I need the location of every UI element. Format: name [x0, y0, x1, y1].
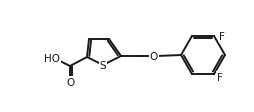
Text: S: S [99, 60, 106, 70]
Text: F: F [218, 32, 224, 42]
Text: F: F [216, 72, 222, 82]
Text: O: O [67, 77, 75, 87]
Text: O: O [149, 52, 157, 61]
Text: HO: HO [44, 54, 60, 63]
Text: F: F [219, 31, 225, 41]
